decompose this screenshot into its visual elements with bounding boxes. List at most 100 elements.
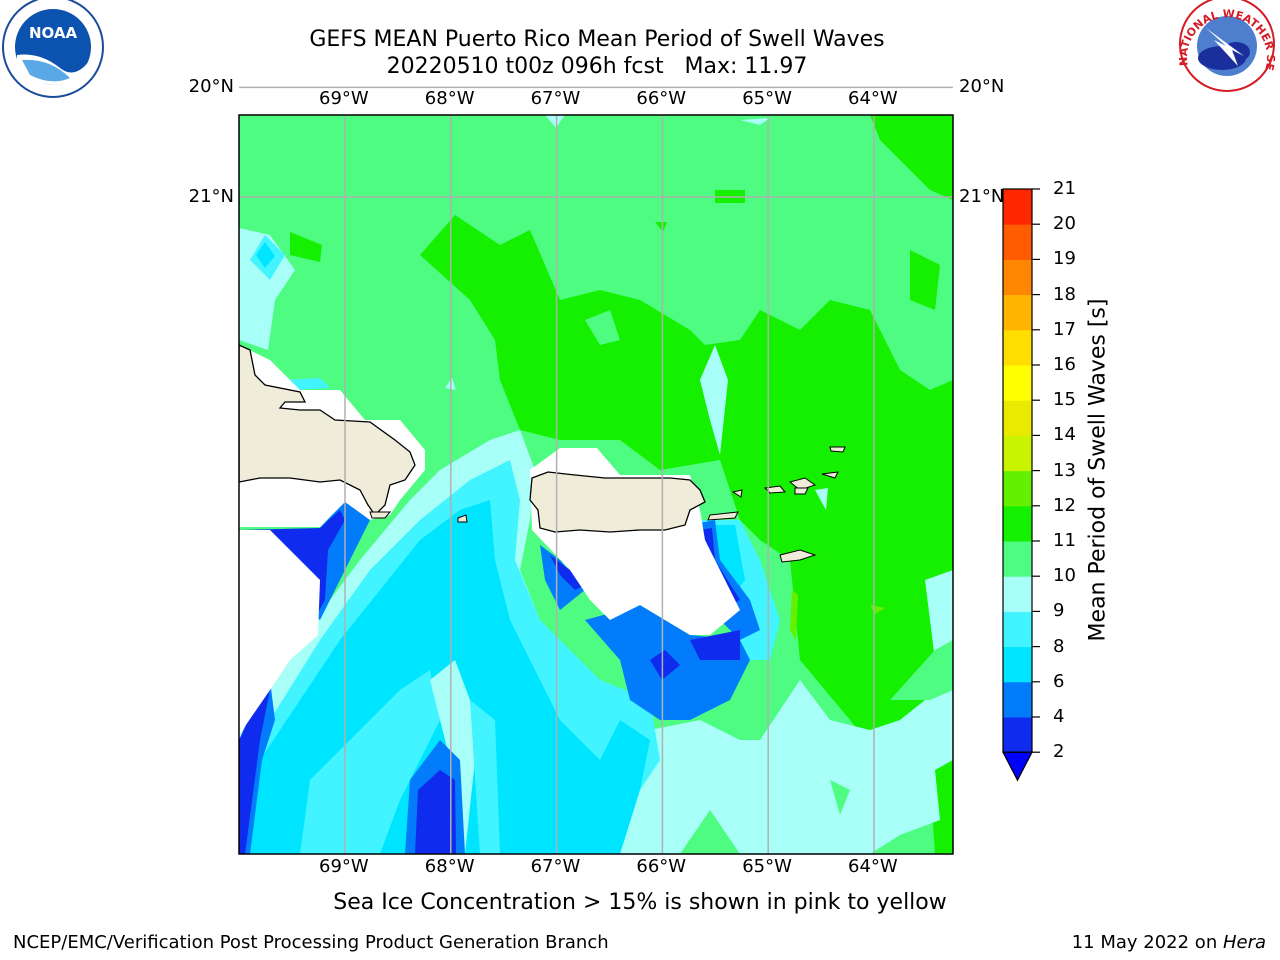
- colorbar: [1002, 188, 1040, 782]
- colorbar-segment-8-9: [1003, 611, 1032, 648]
- field-9-10-inlet2: [740, 300, 770, 310]
- colorbar-extend-min: [1002, 751, 1033, 782]
- colorbar-tick-label-20: 20: [1053, 213, 1076, 235]
- field-lt2-pr-east: [700, 528, 740, 605]
- field-9-10-south-patch2: [830, 780, 850, 815]
- field-9-10-se: [890, 640, 953, 700]
- lon-label-top-3: 66°W: [636, 88, 687, 109]
- field-6-8-south-ridge: [470, 700, 500, 854]
- field-lt2-sw: [239, 690, 270, 854]
- field-lt2-south: [415, 770, 456, 854]
- field-9-10-south-patch: [680, 810, 740, 854]
- lon-label-bottom-1: 68°W: [424, 856, 475, 877]
- lat-label-right-1: 20°N: [959, 76, 1005, 98]
- colorbar-segment-15-16: [1003, 365, 1032, 401]
- land-virgin-gorda: [821, 471, 839, 479]
- colorbar-segment-18-19: [1003, 259, 1032, 296]
- colorbar-tick-label-4: 4: [1053, 706, 1065, 727]
- footer-host: Hera: [1222, 932, 1266, 953]
- land-puerto-rico: [529, 471, 706, 533]
- land-anegada: [829, 446, 846, 453]
- lat-label-left-0: 21°N: [188, 186, 234, 207]
- colorbar-tick-label-10: 10: [1053, 565, 1076, 587]
- footer-date-text: 11 May 2022 on: [1071, 932, 1223, 953]
- land-st-croix: [779, 549, 817, 563]
- lat-label-right-0: 21°N: [959, 186, 1005, 207]
- field-8-9-plume: [700, 345, 728, 455]
- colorbar-segment-13-14: [1003, 435, 1032, 472]
- colorbar-segment-11-12: [1003, 505, 1032, 542]
- field-10-11-dot: [655, 222, 667, 232]
- colorbar-tick-label-21: 21: [1053, 178, 1076, 199]
- lon-label-bottom-4: 65°W: [742, 856, 792, 877]
- lon-label-bottom-2: 67°W: [530, 856, 581, 877]
- field-10-11-main: [420, 215, 953, 854]
- colorbar-tick-label-17: 17: [1053, 318, 1076, 340]
- field-11-12-se: [790, 590, 798, 640]
- land-hisp-islet: [369, 511, 392, 519]
- field-8-9-east: [925, 570, 953, 660]
- colorbar-segment-10-11: [1003, 541, 1032, 577]
- field-8-9-vi: [815, 488, 828, 510]
- land-hispaniola: [239, 344, 416, 517]
- noaa-logo-text: NOAA: [29, 24, 78, 42]
- field-10-11-ne: [870, 115, 953, 200]
- colorbar-segment-17-18: [1003, 294, 1032, 331]
- lon-label-top-2: 67°W: [530, 88, 581, 109]
- lon-label-bottom-3: 66°W: [636, 856, 687, 877]
- colorbar-segment-20-21: [1003, 189, 1032, 225]
- colorbar-segment-19-20: [1003, 224, 1032, 260]
- colorbar-tick-label-14: 14: [1053, 424, 1076, 446]
- colorbar-segment-16-17: [1003, 329, 1032, 366]
- lon-label-bottom-0: 69°W: [319, 856, 369, 877]
- graticule: [239, 86, 953, 854]
- field-lt2-pr-south: [650, 650, 680, 680]
- colorbar-segment-2-4: [1003, 717, 1032, 753]
- land-vieques: [707, 511, 739, 521]
- colorbar-tick-label-15: 15: [1053, 389, 1076, 411]
- lon-label-top-5: 64°W: [848, 88, 898, 109]
- lon-label-bottom-5: 64°W: [848, 856, 898, 877]
- colorbar-tick-label-19: 19: [1053, 248, 1076, 270]
- lon-label-top-0: 69°W: [319, 88, 369, 109]
- sea-ice-note-text: Sea Ice Concentration > 15% is shown in …: [333, 890, 947, 915]
- mask-west: [239, 530, 320, 735]
- colorbar-title: Mean Period of Swell Waves [s]: [1085, 298, 1111, 642]
- footer-date: 11 May 2022 on Hera: [1072, 932, 1266, 953]
- map-subtitle: 20220510 t00z 096h fcst Max: 11.97: [386, 54, 808, 79]
- field-8-9-top: [545, 115, 565, 128]
- colorbar-segment-14-15: [1003, 400, 1032, 436]
- colorbar-segment-9-10: [1003, 576, 1032, 612]
- lat-label-left-1: 20°N: [188, 76, 234, 98]
- colorbar-tick-label-11: 11: [1053, 530, 1076, 551]
- land-culebra: [731, 489, 743, 498]
- colorbar-tick-label-9: 9: [1053, 600, 1065, 622]
- colorbar-segment-6-8: [1003, 646, 1032, 683]
- colorbar-segment-4-6: [1003, 681, 1032, 718]
- colorbar-tick-label-16: 16: [1053, 354, 1076, 375]
- land-st-john: [788, 477, 817, 491]
- field-8-9-top2: [740, 118, 770, 125]
- field-10-11-east: [910, 250, 940, 310]
- map-frame: [238, 114, 954, 855]
- field-lt2-pr-sw: [550, 555, 585, 590]
- colorbar-tick-label-8: 8: [1053, 635, 1065, 657]
- field-4-6-nw: [256, 242, 275, 268]
- colorbar-tick-label-12: 12: [1053, 494, 1076, 516]
- field-9-10-inlet: [585, 310, 620, 345]
- lon-label-top-4: 65°W: [742, 88, 792, 109]
- map-title: GEFS MEAN Puerto Rico Mean Period of Swe…: [309, 27, 885, 52]
- lon-label-top-1: 68°W: [424, 88, 475, 109]
- colorbar-tick-label-2: 2: [1053, 741, 1065, 763]
- noaa-logo: NOAA: [2, 0, 104, 98]
- footer-credit: NCEP/EMC/Verification Post Processing Pr…: [13, 932, 609, 953]
- colorbar-tick-label-13: 13: [1053, 459, 1076, 481]
- field-6-8-sw-core: [300, 670, 440, 854]
- land-tortola: [794, 487, 809, 495]
- colorbar-segment-12-13: [1003, 470, 1032, 507]
- colorbar-tick-label-18: 18: [1053, 283, 1076, 305]
- colorbar-tick-label-6: 6: [1053, 670, 1065, 692]
- field-lt2-pr-south2: [690, 630, 740, 660]
- field-10-11-nw: [290, 232, 322, 262]
